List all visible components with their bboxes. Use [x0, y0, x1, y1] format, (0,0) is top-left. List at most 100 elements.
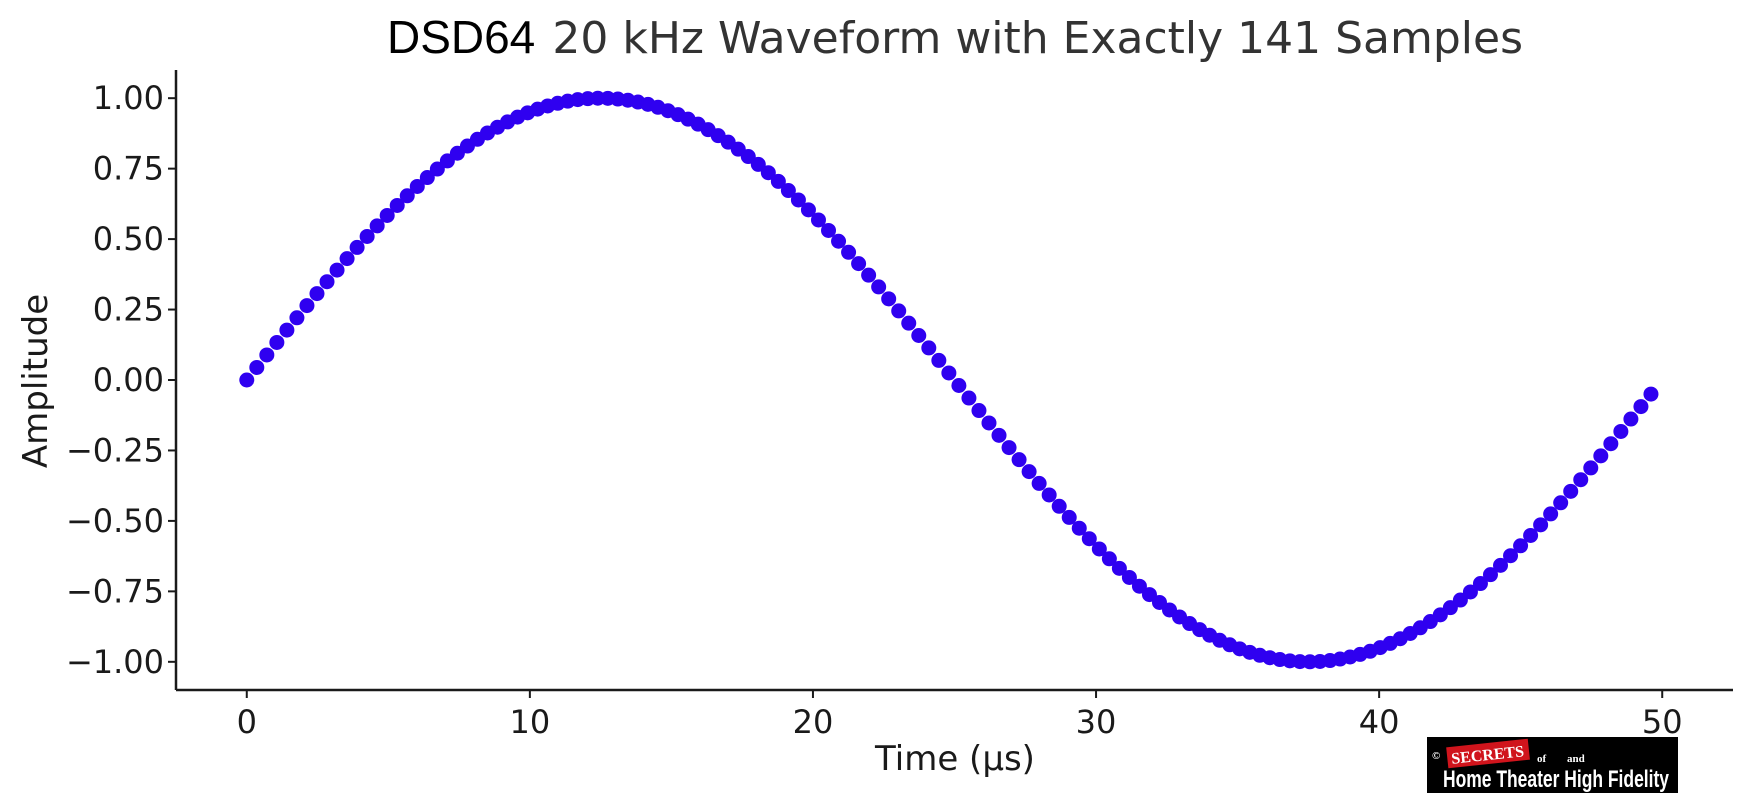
data-point	[1623, 411, 1639, 427]
data-point	[1503, 548, 1519, 564]
data-point	[239, 372, 255, 388]
x-tick-label: 50	[1642, 703, 1683, 741]
data-point	[821, 222, 837, 238]
data-point	[1633, 399, 1649, 415]
x-tick-label: 40	[1359, 703, 1400, 741]
data-point	[871, 279, 887, 295]
y-tick-label: 0.50	[93, 220, 164, 258]
logo-of: of	[1537, 753, 1547, 765]
data-point	[750, 156, 766, 172]
y-tick-label: −1.00	[66, 643, 164, 681]
data-points	[239, 90, 1659, 670]
x-tick-label: 30	[1076, 703, 1117, 741]
data-point	[389, 197, 405, 213]
logo-and: and	[1567, 753, 1585, 765]
data-point	[770, 173, 786, 189]
y-ticks: 1.00 0.75 0.50 0.25 0.00 −0.25 −0.50 −0.75 −1.00	[66, 79, 176, 681]
data-point	[901, 315, 917, 331]
data-point	[1011, 452, 1027, 468]
data-point	[891, 303, 907, 319]
data-point	[1121, 569, 1137, 585]
data-point	[1583, 460, 1599, 476]
data-point	[1523, 527, 1539, 543]
data-point	[991, 427, 1007, 443]
data-point	[800, 202, 816, 218]
data-point	[1061, 509, 1077, 525]
y-tick-label: −0.25	[66, 431, 164, 469]
data-point	[1141, 587, 1157, 603]
data-point	[1593, 448, 1609, 464]
data-point	[349, 239, 365, 255]
y-tick-label: 0.25	[93, 291, 164, 329]
data-point	[1482, 567, 1498, 583]
data-point	[319, 274, 335, 290]
y-axis-label: Amplitude	[16, 294, 56, 468]
data-point	[379, 207, 395, 223]
data-point	[810, 212, 826, 228]
data-point	[1091, 541, 1107, 557]
y-tick-label: 1.00	[93, 79, 164, 117]
logo-copyright: ©	[1432, 750, 1440, 762]
data-point	[1472, 576, 1488, 592]
data-point	[1101, 551, 1117, 567]
data-point	[299, 298, 315, 314]
data-point	[780, 183, 796, 199]
data-point	[1452, 592, 1468, 608]
y-tick-label: −0.50	[66, 502, 164, 540]
data-point	[1001, 440, 1017, 456]
data-point	[881, 291, 897, 307]
data-point	[861, 267, 877, 283]
data-point	[1573, 472, 1589, 488]
data-point	[911, 328, 927, 343]
data-point	[329, 262, 345, 278]
x-axis-label: Time (µs)	[874, 739, 1035, 779]
x-tick-label: 10	[510, 703, 551, 741]
data-point	[1643, 386, 1659, 402]
data-point	[981, 415, 997, 431]
x-ticks: 0 10 20 30 40 50	[237, 690, 1683, 741]
chart-title-main: 20 kHz Waveform with Exactly 141 Samples	[552, 13, 1523, 64]
data-point	[941, 365, 957, 381]
data-point	[951, 378, 967, 393]
data-point	[841, 244, 857, 260]
x-tick-label: 20	[793, 703, 834, 741]
data-point	[790, 192, 806, 208]
data-point	[1131, 578, 1147, 594]
data-point	[851, 256, 867, 272]
data-point	[429, 161, 445, 177]
data-point	[289, 310, 305, 326]
data-point	[1041, 487, 1057, 503]
data-point	[1111, 560, 1127, 576]
y-tick-label: −0.75	[66, 572, 164, 610]
data-point	[1603, 436, 1619, 452]
data-point	[1613, 423, 1629, 439]
data-point	[831, 233, 847, 249]
data-point	[259, 347, 275, 363]
data-point	[269, 334, 285, 350]
data-point	[279, 322, 295, 338]
data-point	[1071, 520, 1087, 536]
data-point	[931, 352, 947, 368]
data-point	[399, 188, 415, 204]
data-point	[369, 218, 385, 234]
data-point	[1533, 517, 1549, 533]
data-point	[1081, 531, 1097, 547]
data-point	[1513, 538, 1529, 554]
data-point	[1553, 495, 1569, 511]
data-point	[921, 340, 937, 356]
chart-title: DSD64 20 kHz Waveform with Exactly 141 S…	[387, 11, 1523, 64]
data-point	[961, 390, 977, 406]
data-point	[1031, 475, 1047, 491]
data-point	[1563, 483, 1579, 499]
y-tick-label: 0.00	[93, 361, 164, 399]
data-point	[409, 178, 425, 194]
data-point	[1543, 506, 1559, 522]
data-point	[249, 359, 265, 375]
logo-line: Home Theater High Fidelity	[1443, 766, 1669, 793]
chart-title-prefix: DSD64	[387, 11, 535, 63]
data-point	[760, 165, 776, 181]
data-point	[1462, 584, 1478, 600]
data-point	[971, 403, 987, 419]
data-point	[1493, 557, 1509, 573]
